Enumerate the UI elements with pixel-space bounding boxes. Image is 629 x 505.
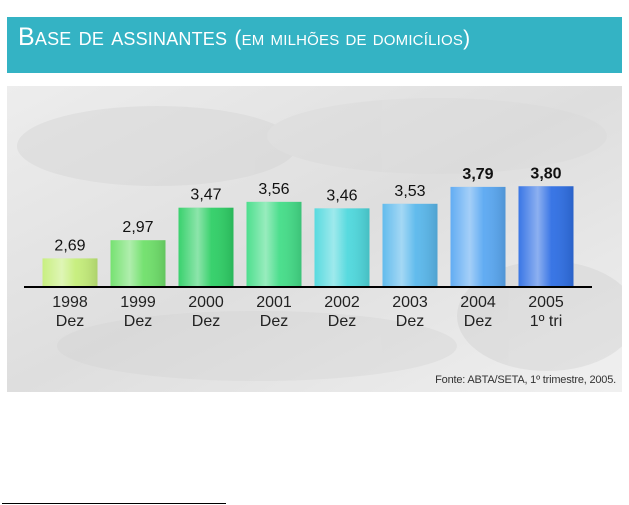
footnote-rule <box>2 503 226 504</box>
chart-title: Base de assinantes (em milhões de domicí… <box>18 23 470 52</box>
x-tick-period-2002: Dez <box>328 313 356 330</box>
bar-chart: 2,69 2,97 3,47 3,56 3,46 3,53 3,79 3,80 1998 Dez… <box>7 86 622 392</box>
x-tick-year-1998: 1998 <box>52 294 88 311</box>
x-tick-year-2002: 2002 <box>324 294 360 311</box>
x-tick-period-1998: Dez <box>56 313 84 330</box>
value-label-1998: 2,69 <box>54 237 85 254</box>
value-label-2000: 3,47 <box>190 187 221 204</box>
title-text: Base de assinantes <box>18 23 228 51</box>
x-tick-period-2005: 1º tri <box>530 313 563 330</box>
x-tick-year-2005: 2005 <box>528 294 564 311</box>
x-tick-period-2000: Dez <box>192 313 220 330</box>
x-tick-period-2004: Dez <box>464 313 492 330</box>
bars-group <box>42 186 574 287</box>
bar-sheen-2001 <box>246 201 302 287</box>
value-label-2004: 3,79 <box>462 166 493 183</box>
subtitle-text: (em milhões de domicílios) <box>234 27 471 50</box>
x-tick-year-2000: 2000 <box>188 294 224 311</box>
chart-panel: 2,69 2,97 3,47 3,56 3,46 3,53 3,79 3,80 1998 Dez… <box>7 86 622 392</box>
x-tick-period-1999: Dez <box>124 313 152 330</box>
source-note: Fonte: ABTA/SETA, 1º trimestre, 2005. <box>435 374 616 386</box>
bar-sheen-2004 <box>450 186 506 287</box>
bar-sheen-2003 <box>382 203 438 287</box>
x-tick-period-2001: Dez <box>260 313 288 330</box>
x-tick-year-2001: 2001 <box>256 294 292 311</box>
x-tick-year-2003: 2003 <box>392 294 428 311</box>
bar-sheen-1999 <box>110 240 166 287</box>
x-tick-period-2003: Dez <box>396 313 424 330</box>
panel-texture <box>17 98 622 381</box>
chart-header <box>7 17 622 73</box>
value-label-2005: 3,80 <box>530 165 561 182</box>
x-tick-year-1999: 1999 <box>120 294 156 311</box>
bar-sheen-1998 <box>42 258 98 287</box>
bar-sheen-2005 <box>518 186 574 287</box>
value-label-2001: 3,56 <box>258 181 289 198</box>
value-label-2003: 3,53 <box>394 183 425 200</box>
x-tick-labels-group: 1998 Dez 1999 Dez 2000 Dez 2001 Dez 2002 Dez 2003 D… <box>52 294 564 330</box>
bar-sheen-2002 <box>314 208 370 287</box>
value-label-2002: 3,46 <box>326 187 357 204</box>
value-labels-group: 2,69 2,97 3,47 3,56 3,46 3,53 3,79 3,80 <box>54 165 561 254</box>
bar-sheen-2000 <box>178 207 234 287</box>
x-tick-year-2004: 2004 <box>460 294 496 311</box>
value-label-1999: 2,97 <box>122 219 153 236</box>
